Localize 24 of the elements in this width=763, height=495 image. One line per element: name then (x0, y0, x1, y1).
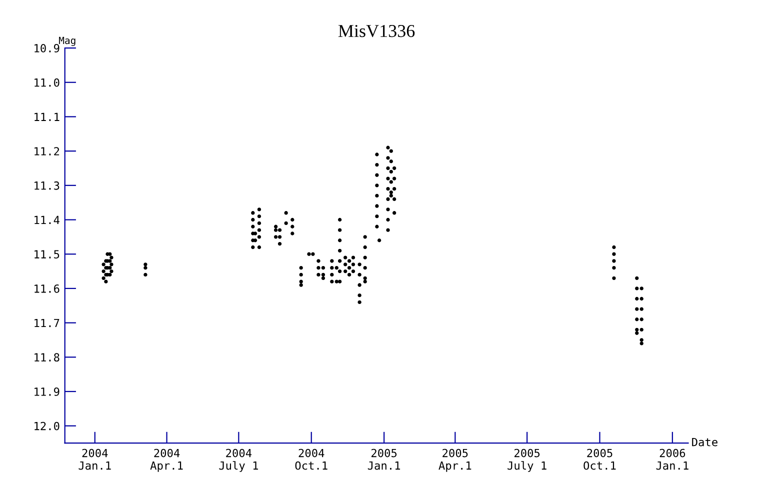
y-tick-label: 11.0 (34, 78, 60, 87)
x-tick-label: 2004 Oct.1 (295, 448, 328, 470)
x-tick-label: 2004 July 1 (219, 448, 258, 472)
y-tick-label: 11.8 (34, 353, 60, 362)
chart-title: MisV1336 (338, 24, 415, 38)
x-tick-label: 2006 Jan.1 (656, 448, 688, 470)
x-tick-label: 2005 Oct.1 (584, 448, 616, 470)
y-tick-label: 11.1 (34, 112, 60, 121)
y-tick-label: 11.9 (34, 388, 60, 396)
y-tick-label: 11.6 (34, 284, 60, 293)
y-tick-label: 11.5 (34, 250, 60, 259)
y-axis-title: Mag (59, 36, 76, 46)
y-tick-label: 11.7 (34, 318, 60, 328)
x-tick-label: 2005 Apr.1 (438, 448, 472, 472)
x-tick-label: 2005 July 1 (508, 448, 546, 472)
y-tick-label: 11.3 (34, 181, 60, 190)
y-tick-label: 11.2 (34, 147, 60, 156)
x-tick-label: 2005 Jan.1 (368, 448, 400, 470)
x-axis-title: Date (692, 438, 718, 446)
x-tick-label: 2004 Apr.1 (150, 448, 183, 472)
y-tick-label: 11.4 (34, 216, 60, 224)
x-tick-label: 2004 Jan.1 (78, 448, 111, 470)
y-tick-label: 10.9 (34, 44, 60, 52)
y-tick-label: 12.0 (34, 422, 60, 430)
